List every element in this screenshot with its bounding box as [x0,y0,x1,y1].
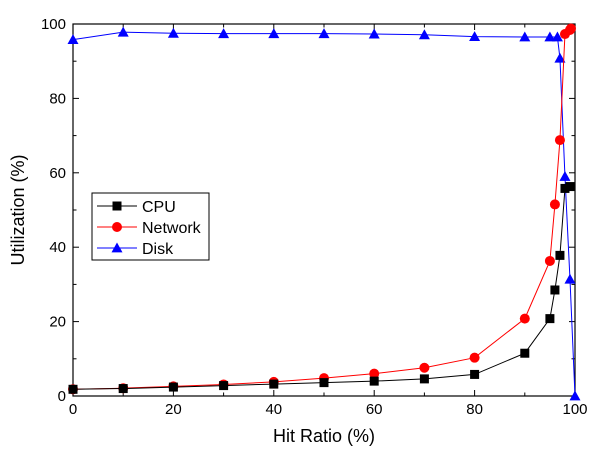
x-tick-label: 60 [366,401,383,418]
data-point-cpu [269,379,279,389]
y-tick-label: 40 [49,239,66,256]
data-point-cpu [555,250,565,260]
data-point-disk [551,31,563,42]
data-point-cpu [68,384,78,394]
legend-item-cpu: CPU [97,199,176,216]
legend-marker-network [112,222,122,232]
data-point-network [369,368,380,379]
data-point-disk [67,34,79,45]
data-point-disk [469,31,481,42]
data-point-disk [268,28,280,39]
legend: CPU Network Disk [91,192,210,261]
legend-item-network: Network [97,220,202,237]
series-layer [67,23,581,401]
data-point-network [554,135,565,146]
data-point-cpu [319,378,329,388]
x-axis-title: Hit Ratio (%) [273,426,375,446]
data-point-disk [559,171,571,181]
data-point-cpu [219,381,229,391]
x-tick-label: 0 [69,401,77,418]
data-point-cpu [369,376,379,386]
x-tick-label: 40 [265,401,282,418]
data-point-disk [544,31,556,42]
data-point-disk [554,52,566,63]
legend-label-disk: Disk [142,241,174,258]
data-point-cpu [419,374,429,384]
legend-marker-disk [111,242,123,253]
data-point-network [419,362,430,373]
series-line-disk [72,31,576,397]
x-tick-label: 100 [562,401,587,418]
data-point-cpu [545,314,555,324]
legend-marker-cpu [112,201,122,211]
data-point-network [469,352,480,363]
data-point-disk [167,27,179,38]
data-point-cpu [565,182,575,192]
y-tick-label: 0 [58,388,66,405]
series-line-network [72,28,572,390]
data-point-cpu [470,369,480,379]
data-point-disk [318,28,330,39]
data-point-cpu [118,384,128,394]
x-tick-label: 80 [466,401,483,418]
data-point-cpu [168,382,178,392]
x-tick-label: 20 [165,401,182,418]
data-point-network [519,313,530,324]
series-cpu [68,182,575,394]
data-point-disk [519,31,531,42]
data-point-disk [117,26,129,37]
series-disk [67,26,581,401]
data-point-cpu [550,285,560,295]
y-axis-title: Utilization (%) [8,154,28,265]
legend-label-network: Network [142,220,202,237]
data-point-network [544,255,555,266]
data-point-disk [569,390,581,401]
data-point-cpu [520,348,530,358]
data-point-cpu [560,183,570,193]
y-tick-label: 100 [41,16,66,33]
data-point-network [549,199,560,210]
data-point-disk [418,29,430,40]
y-tick-label: 80 [49,90,66,107]
legend-item-disk: Disk [97,241,174,258]
legend-label-cpu: CPU [142,199,176,216]
data-point-disk [564,273,576,284]
data-point-disk [368,28,380,39]
y-tick-label: 60 [49,165,66,182]
data-point-disk [218,28,230,39]
y-tick-label: 20 [49,314,66,331]
data-point-network [565,23,576,34]
